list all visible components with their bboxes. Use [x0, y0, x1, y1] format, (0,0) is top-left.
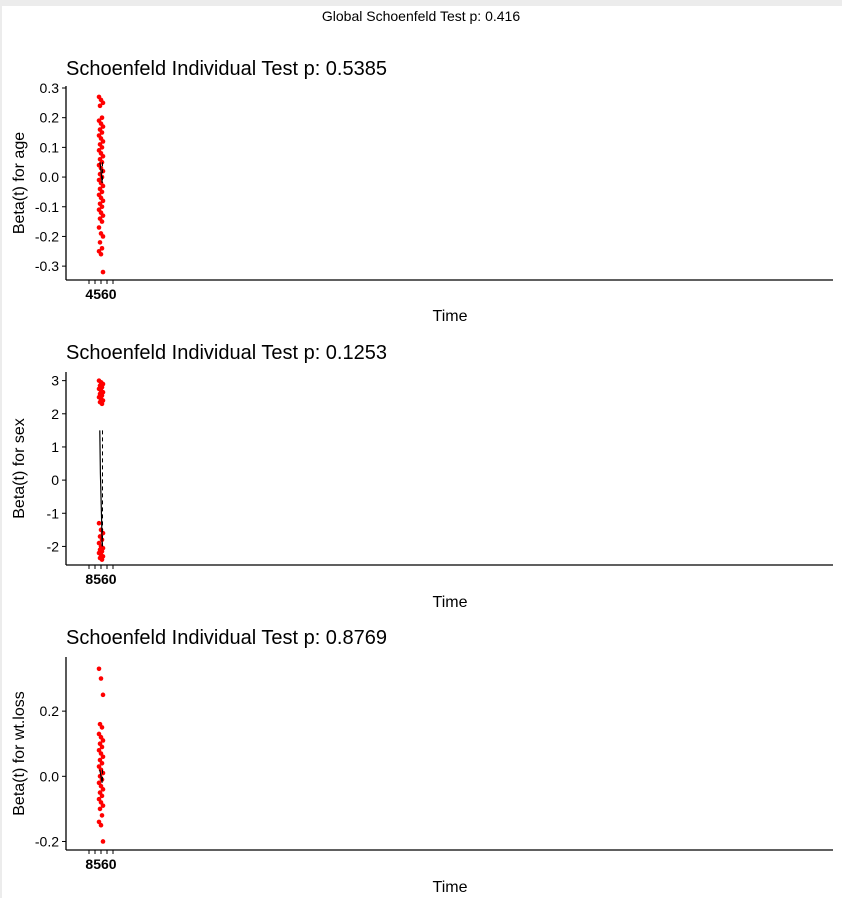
- chart-3-ytick-label: 0.2: [40, 703, 60, 719]
- chart-1-point: [99, 246, 105, 251]
- chart-3-ytick-label: 0.0: [40, 768, 60, 784]
- chart-2-xtick-label: 8560: [85, 571, 116, 587]
- chart-3-point: [100, 787, 106, 792]
- chart-1-point: [100, 234, 106, 239]
- chart-3-point: [99, 725, 105, 730]
- chart-1-point: [99, 115, 105, 120]
- chart-1-y-label: Beta(t) for age: [11, 132, 28, 234]
- chart-3-title: Schoenfeld Individual Test p: 0.8769: [66, 627, 387, 649]
- chart-2-point: [99, 401, 105, 407]
- chart-2-point: [96, 540, 102, 546]
- chart-3-point: [99, 760, 105, 766]
- top-band: [0, 0, 842, 6]
- chart-1-point: [96, 225, 102, 230]
- chart-3-point: [100, 738, 106, 743]
- chart-1-point: [99, 189, 105, 195]
- chart-1-title: Schoenfeld Individual Test p: 0.5385: [66, 58, 387, 80]
- chart-1-point: [100, 269, 106, 275]
- chart-1-fit-line: [99, 162, 103, 184]
- chart-3-x-label: Time: [433, 879, 468, 896]
- chart-1-point: [97, 103, 103, 109]
- chart-1-point: [100, 139, 106, 144]
- chart-1-point: [100, 100, 106, 106]
- chart-3-y-label: Beta(t) for wt.loss: [11, 691, 28, 815]
- chart-2-point: [97, 534, 103, 539]
- chart-3-point: [99, 744, 105, 750]
- chart-2-ytick-label: 2: [51, 406, 59, 422]
- chart-1-point: [98, 251, 104, 257]
- chart-1-ytick-label: 0.0: [40, 169, 60, 185]
- chart-2-fit-line: [99, 430, 103, 547]
- chart-2-ytick-label: -1: [47, 505, 60, 521]
- chart-3-point: [99, 793, 105, 799]
- chart-2-ytick-label: -2: [47, 538, 60, 554]
- chart-2-ytick-label: 1: [51, 439, 59, 455]
- chart-1-ytick-label: -0.2: [35, 228, 59, 244]
- global-test-title: Global Schoenfeld Test p: 0.416: [321, 8, 521, 24]
- chart-3-point: [100, 754, 106, 760]
- chart-1-point: [100, 183, 106, 189]
- chart-3-fit-line: [99, 769, 103, 783]
- chart-2-point: [99, 557, 105, 562]
- chart-1-ytick-label: 0.3: [40, 80, 60, 96]
- chart-1-point: [99, 130, 105, 135]
- chart-3-point: [100, 803, 106, 808]
- chart-2-ytick-label: 3: [51, 373, 59, 389]
- chart-1-point: [100, 213, 106, 218]
- chart-3-point: [98, 822, 104, 828]
- chart-1-point: [99, 204, 105, 210]
- chart-3-point: [98, 676, 104, 681]
- chart-1-point: [99, 145, 105, 150]
- chart-3-ytick-label: -0.2: [35, 833, 59, 849]
- chart-2-x-label: Time: [433, 594, 468, 611]
- chart-3-point: [99, 813, 105, 818]
- chart-3-point: [100, 692, 106, 698]
- chart-2-y-label: Beta(t) for sex: [11, 418, 28, 518]
- chart-3-point: [100, 839, 106, 844]
- left-band: [0, 0, 2, 898]
- chart-1-ytick-label: -0.1: [35, 199, 59, 215]
- chart-1-point: [100, 124, 106, 129]
- chart-1-ytick-label: 0.2: [40, 110, 60, 126]
- chart-1-xtick-label: 4560: [85, 286, 116, 302]
- chart-1-ytick-label: -0.3: [35, 258, 59, 274]
- chart-1-point: [100, 198, 106, 204]
- chart-2-title: Schoenfeld Individual Test p: 0.1253: [66, 342, 387, 364]
- chart-3-point: [97, 806, 103, 812]
- chart-1-ytick-label: 0.1: [40, 139, 60, 155]
- chart-1-x-label: Time: [433, 308, 468, 325]
- chart-2-ytick-label: 0: [51, 472, 59, 488]
- chart-3-point: [96, 666, 102, 672]
- chart-2-point: [96, 520, 102, 526]
- chart-1-point: [97, 240, 103, 245]
- chart-1-point: [100, 153, 106, 159]
- chart-1-point: [99, 219, 105, 224]
- chart-3-xtick-label: 8560: [85, 856, 116, 872]
